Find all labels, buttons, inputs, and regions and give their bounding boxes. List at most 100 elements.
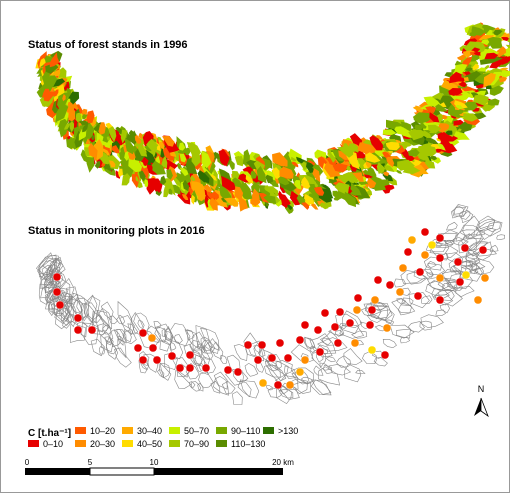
stand-outline [421,295,433,304]
stand-outline [419,320,432,331]
forest-stand [218,149,230,167]
stand-outline [92,314,110,335]
forest-stand [332,163,348,173]
forest-stand [500,67,509,71]
stand-outline [45,281,57,294]
legend-swatch [122,427,133,434]
plot-dot [313,325,323,335]
stand-outline [105,340,119,360]
forest-stand [453,131,470,140]
stand-outline [106,336,118,355]
stand-outline [169,323,191,347]
plot-dot [300,320,310,330]
forest-stand [190,175,196,182]
stand-outline [478,218,495,230]
plot-dot [353,293,363,303]
forest-stand [67,101,74,111]
forest-stand [197,170,210,183]
forest-stand [135,175,139,183]
forest-stand [352,172,364,182]
stand-outline [210,341,224,360]
stand-outline [304,337,316,350]
forest-stand [179,153,187,163]
forest-stand [220,197,227,203]
stand-outline [174,369,192,389]
plot-dot [395,287,405,297]
plot-dot [427,240,437,250]
plot-dot [380,350,390,360]
stand-outline [164,327,173,343]
forest-stand [422,121,429,127]
stand-outline [351,330,368,339]
forest-stand [191,194,195,205]
stand-outline [164,353,178,370]
stand-outline [266,354,282,371]
forest-stand [162,146,175,161]
forest-stand [210,174,217,181]
plot-dot [185,363,195,373]
stand-outline [157,369,165,379]
forest-stand [425,106,436,114]
legend-swatch [122,440,133,447]
forest-stand [115,126,123,135]
plot-dot [295,367,305,377]
stand-outline [317,344,333,358]
forest-stand [121,170,130,186]
forest-stand [256,166,267,184]
stand-outline [164,325,173,341]
forest-stand [413,117,425,126]
stand-outline [425,239,447,253]
legend-label: 0–10 [43,439,63,449]
stand-outline [219,354,228,364]
plot-dot [295,335,305,345]
forest-stand [55,102,69,123]
plot-dot [152,355,162,365]
stand-outline [116,314,126,325]
stand-outline [322,337,332,346]
north-arrow-left [474,398,481,416]
forest-stand [495,28,506,39]
stand-outline [468,268,479,274]
forest-stand [483,73,496,88]
stand-outline [301,376,313,384]
forest-stand [239,155,244,165]
plot-dot [243,340,253,350]
forest-stand [396,169,403,174]
stand-outline [335,313,360,335]
stand-outline [313,365,324,376]
forest-stand [229,159,235,171]
stand-outline [453,207,467,215]
legend-swatch [263,427,274,434]
stand-outline [364,304,382,316]
monitoring-area-outline [35,204,506,405]
forest-stand [157,184,162,193]
plot-dot [175,363,185,373]
plot-dot [330,322,340,332]
scale-label: 5 [88,458,93,467]
forest-stand [39,58,46,68]
forest-stand [494,46,507,58]
plot-dot [285,380,295,390]
plot-dot [413,291,423,301]
forest-stand [45,63,59,74]
plot-dot [223,365,233,375]
stand-outline [76,297,90,322]
legend-title: C [t.ha⁻¹] [28,428,71,439]
stand-outline [400,270,427,284]
stand-outline [58,298,71,322]
plot-dot [480,273,490,283]
stand-outline [382,338,397,349]
forest-stand [49,52,60,68]
legend-label: 50–70 [184,426,209,436]
stand-outline [489,244,499,252]
forest-stand [369,176,384,186]
plot-dot [147,333,157,343]
stand-outline [221,380,236,394]
map-title-1996: Status of forest stands in 1996 [28,39,188,51]
forest-stand [485,36,503,49]
stand-outline [244,362,259,377]
forest-stand [134,148,145,162]
forest-stand [291,161,299,168]
plot-dot [403,247,413,257]
